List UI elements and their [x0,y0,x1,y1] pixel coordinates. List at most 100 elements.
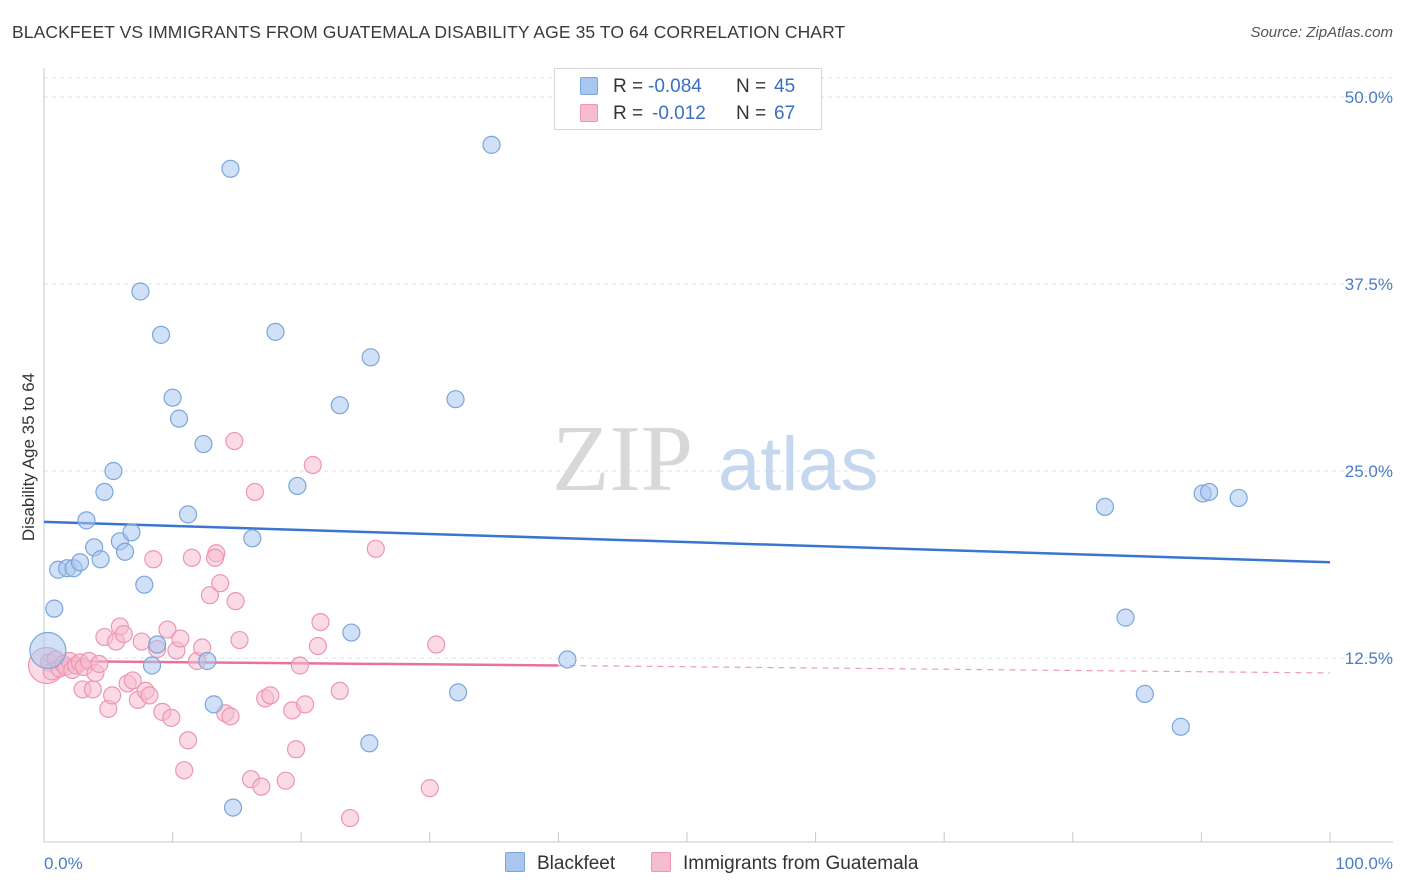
point-guatemala [132,632,151,651]
legend-swatch-blue [580,77,598,95]
legend-r-label: R = [613,76,644,97]
point-guatemala [114,624,133,644]
point-guatemala [330,681,349,701]
point-guatemala [252,777,271,796]
trend-line-guatemala-extrapolated [558,664,1331,674]
point-blackfeet [221,159,240,178]
point-guatemala [221,707,240,726]
point-blackfeet [482,135,501,154]
point-blackfeet [194,434,213,454]
point-blackfeet [558,650,577,669]
point-guatemala [308,636,328,656]
legend-n-label: N = [736,76,767,97]
point-blackfeet [330,396,349,415]
point-blackfeet [1095,497,1115,517]
trend-line-blackfeet [43,520,1331,564]
axes [43,68,1393,843]
point-blackfeet [91,550,110,569]
point-guatemala [211,574,230,593]
point-guatemala [261,686,280,705]
y-tick-label: 12.5% [1345,649,1393,668]
point-blackfeet [77,511,96,530]
watermark-atlas: atlas [718,422,879,507]
point-guatemala [175,761,194,780]
legend-row-guatemala: R = -0.012 N = 67 [555,101,821,127]
point-blackfeet [361,348,380,367]
point-blackfeet [142,656,162,675]
series-legend-guatemala: Immigrants from Guatemala [651,852,918,875]
x-tick-labels: 0.0% 100.0% [44,854,1393,873]
point-guatemala [162,708,181,727]
legend-r-label: R = [613,103,644,124]
y-tick-label: 50.0% [1345,88,1393,107]
point-guatemala [290,656,310,675]
point-blackfeet [360,734,379,753]
point-guatemala [230,630,249,650]
point-blackfeet [448,683,468,702]
legend-n-value: 67 [774,103,796,124]
point-guatemala [103,686,122,705]
point-guatemala [276,771,295,790]
series-swatch-blue [505,852,525,872]
point-guatemala [366,539,385,558]
y-tick-labels: 12.5% 25.0% 37.5% 50.0% [1345,88,1393,668]
point-guatemala [158,620,177,639]
series-legend: Blackfeet Immigrants from Guatemala [0,852,1406,878]
y-axis-label: Disability Age 35 to 64 [19,373,38,541]
point-guatemala [144,550,163,569]
point-blackfeet [148,635,167,654]
point-blackfeet [122,523,141,542]
point-blackfeet [1200,482,1219,502]
point-blackfeet [45,599,64,618]
grid [44,77,1393,659]
legend-r-value: -0.012 [652,103,706,124]
y-tick-label: 25.0% [1345,462,1393,481]
watermark-zip: ZIP [552,407,693,511]
point-guatemala [427,635,446,654]
point-blackfeet [266,322,285,341]
point-blackfeet [1229,488,1248,508]
point-blackfeet [1135,684,1154,704]
point-blackfeet [204,695,223,714]
point-guatemala [171,629,190,648]
point-blackfeet [288,476,307,496]
point-blackfeet [1116,608,1135,627]
series-legend-label: Immigrants from Guatemala [683,853,919,874]
series-legend-label: Blackfeet [537,853,616,874]
point-blackfeet [135,575,154,594]
data-points [27,135,1248,828]
legend-r-value: -0.084 [648,76,702,97]
watermark: ZIP atlas [552,407,879,511]
series-swatch-pink [651,852,671,872]
point-guatemala [178,731,198,750]
point-guatemala [340,808,360,828]
point-blackfeet [178,505,198,524]
point-guatemala [205,548,225,567]
legend-n-label: N = [736,103,767,124]
point-blackfeet [29,631,67,670]
y-tick-label: 37.5% [1345,275,1393,294]
point-blackfeet [169,409,189,428]
point-blackfeet [104,461,123,481]
point-blackfeet [115,542,135,561]
point-blackfeet [95,482,114,502]
point-guatemala [311,612,330,632]
point-blackfeet [70,553,90,572]
point-guatemala [295,695,315,714]
point-guatemala [182,548,201,567]
point-guatemala [226,592,245,611]
point-blackfeet [243,529,262,548]
point-guatemala [90,654,109,674]
point-blackfeet [1171,717,1190,736]
point-blackfeet [163,388,182,407]
legend: R = -0.084 N = 45 R = -0.012 N = 67 [554,68,822,130]
point-blackfeet [342,623,361,642]
chart-title: BLACKFEET VS IMMIGRANTS FROM GUATEMALA D… [12,22,846,42]
point-blackfeet [446,390,465,409]
point-guatemala [286,740,306,759]
x-tick-label-max: 100.0% [1335,854,1393,873]
point-guatemala [123,671,142,690]
point-blackfeet [198,651,217,671]
legend-n-value: 45 [774,76,796,97]
